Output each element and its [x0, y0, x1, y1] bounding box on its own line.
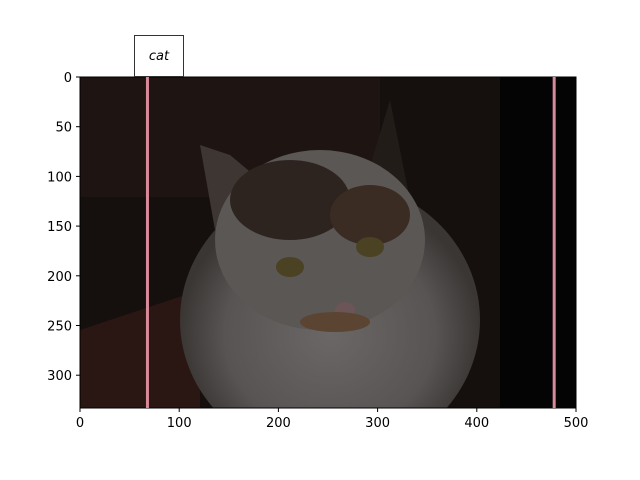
- photo: [80, 77, 576, 408]
- axes-frame: [79, 76, 577, 409]
- x-tick-label: 0: [76, 416, 84, 431]
- y-tick-label: 300: [47, 369, 72, 384]
- annotation-box: [134, 35, 184, 77]
- x-tick-label: 400: [464, 416, 489, 431]
- y-tick-label: 250: [47, 319, 72, 334]
- y-tick-label: 100: [47, 170, 72, 185]
- y-tick-label: 0: [64, 71, 72, 86]
- x-tick-label: 300: [365, 416, 390, 431]
- x-tick-label: 100: [167, 416, 192, 431]
- y-tick-label: 50: [55, 121, 72, 136]
- x-tick-label: 200: [266, 416, 291, 431]
- y-tick-label: 200: [47, 270, 72, 285]
- y-tick-label: 150: [47, 220, 72, 235]
- annotation: cat: [149, 49, 170, 64]
- x-tick-label: 500: [564, 416, 589, 431]
